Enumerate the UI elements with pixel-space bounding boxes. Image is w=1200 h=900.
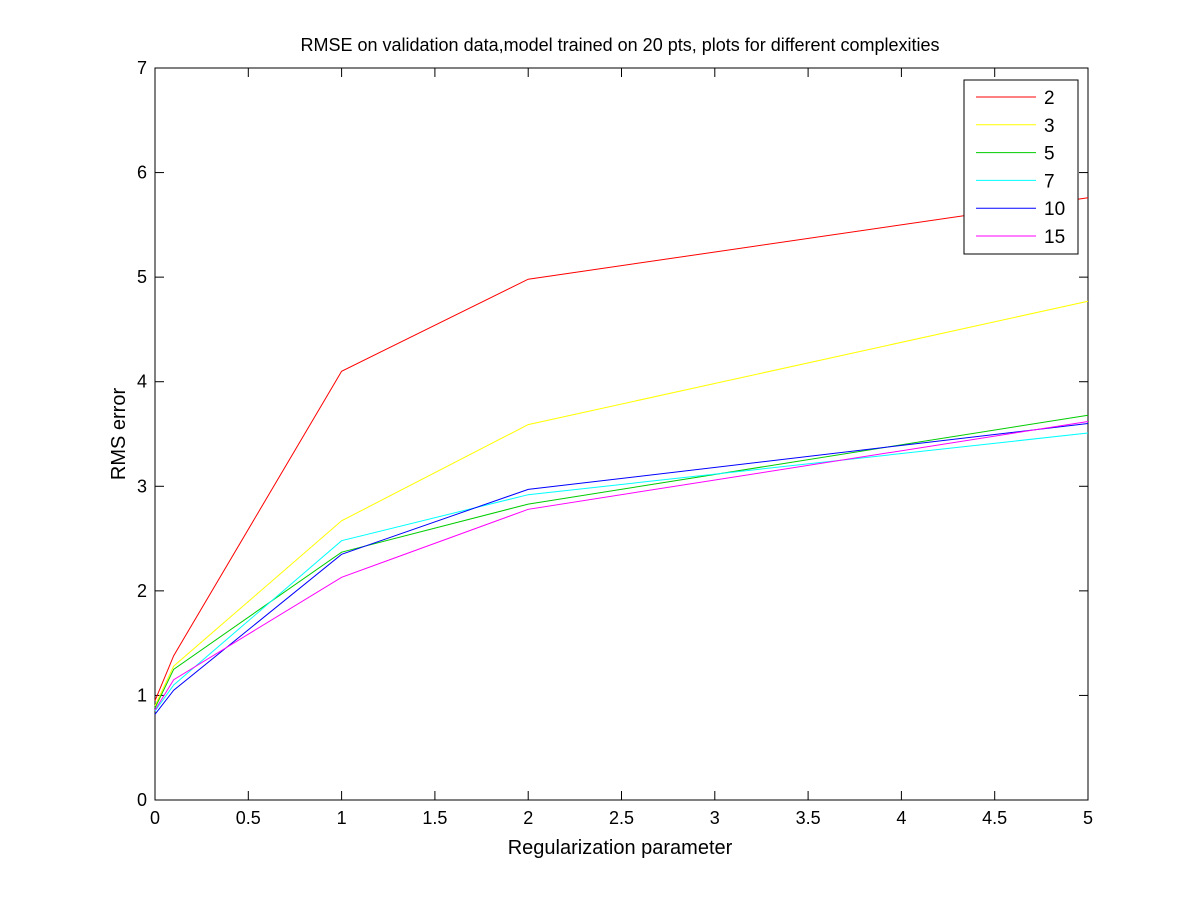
- y-axis-label: RMS error: [108, 388, 130, 481]
- legend: 2 3 5 7 10 15: [963, 79, 1079, 255]
- legend-box: [963, 79, 1079, 255]
- series-group: [154, 197, 1089, 715]
- series-line-7: [154, 432, 1089, 712]
- x-tick-label: 4: [896, 808, 906, 828]
- plot-area: [154, 67, 1089, 801]
- y-tick-label: 1: [137, 685, 147, 705]
- x-tick-label: 3: [710, 808, 720, 828]
- legend-label-15: 15: [1044, 227, 1065, 248]
- x-tick-label: 3.5: [796, 808, 821, 828]
- x-axis: 0 0.5 1 1.5 2 2.5 3 3.5 4 4.5 5: [150, 68, 1093, 828]
- series-line-15: [154, 421, 1089, 711]
- legend-label-10: 10: [1044, 199, 1065, 220]
- x-tick-label: 0: [150, 808, 160, 828]
- legend-label-5: 5: [1044, 144, 1055, 165]
- legend-label-7: 7: [1044, 171, 1055, 192]
- chart-title: RMSE on validation data,model trained on…: [300, 35, 939, 55]
- x-axis-label: Regularization parameter: [508, 837, 733, 859]
- y-tick-label: 3: [137, 476, 147, 496]
- x-tick-label: 0.5: [236, 808, 261, 828]
- y-tick-label: 6: [137, 163, 147, 183]
- x-tick-label: 1.5: [422, 808, 447, 828]
- series-line-2: [154, 197, 1089, 701]
- y-tick-label: 2: [137, 581, 147, 601]
- legend-label-3: 3: [1044, 116, 1055, 137]
- legend-label-2: 2: [1044, 88, 1055, 109]
- series-line-3: [154, 300, 1089, 707]
- y-tick-label: 0: [137, 790, 147, 810]
- y-tick-label: 4: [137, 372, 147, 392]
- x-tick-label: 4.5: [982, 808, 1007, 828]
- x-tick-label: 1: [337, 808, 347, 828]
- x-tick-label: 2.5: [609, 808, 634, 828]
- y-axis: 0 1 2 3 4 5 6 7: [137, 58, 1088, 810]
- x-tick-label: 5: [1083, 808, 1093, 828]
- x-tick-label: 2: [523, 808, 533, 828]
- y-tick-label: 7: [137, 58, 147, 78]
- y-tick-label: 5: [137, 267, 147, 287]
- legend-items: 2 3 5 7 10 15: [976, 88, 1065, 248]
- series-line-10: [154, 423, 1089, 715]
